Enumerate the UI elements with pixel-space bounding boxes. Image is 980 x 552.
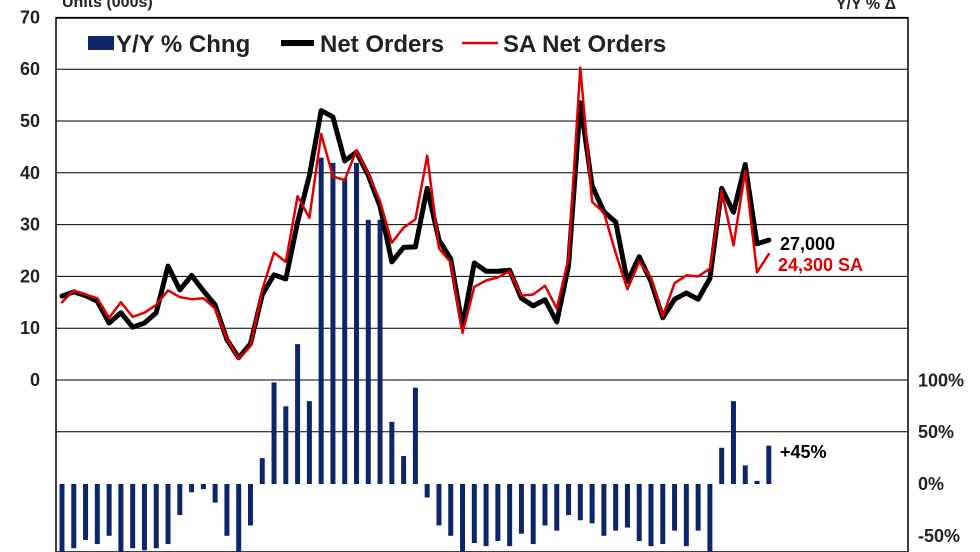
yoy-bar [577, 484, 583, 521]
y-left-tick-label: 40 [20, 163, 40, 183]
y-left-tick-label: 20 [20, 266, 40, 286]
yoy-bar [153, 484, 159, 549]
yoy-bar [306, 401, 312, 484]
yoy-bar [330, 162, 336, 484]
yoy-bar [283, 406, 289, 484]
yoy-bar [212, 484, 218, 503]
y-right-tick-label: 0% [918, 474, 944, 494]
y-left-tick-label: 70 [20, 7, 40, 27]
yoy-bar [495, 484, 501, 541]
yoy-bar [672, 484, 678, 531]
y-left-tick-label: 10 [20, 318, 40, 338]
yoy-bar [71, 484, 77, 549]
yoy-bar [730, 401, 736, 484]
yoy-bar [518, 484, 524, 534]
yoy-bar [754, 480, 760, 484]
sa-net-orders-last-label: 24,300 SA [778, 255, 863, 275]
yoy-bars [59, 157, 772, 552]
yoy-bar [59, 484, 65, 552]
yoy-bar [483, 484, 489, 547]
y-right-tick-label: 100% [918, 370, 964, 390]
yoy-bar [424, 484, 430, 498]
net-orders-last-label: 27,000 [780, 234, 835, 254]
yoy-bar [566, 484, 572, 516]
yoy-bar [389, 421, 395, 484]
yoy-bar [401, 456, 407, 484]
gridlines [55, 16, 909, 552]
yoy-bar [365, 219, 371, 484]
plot-frame [55, 17, 909, 552]
y-left-tick-label: 60 [20, 59, 40, 79]
y-right-title: Y/Y % Δ [836, 0, 896, 13]
yoy-bar [295, 344, 301, 484]
yoy-bar [613, 484, 619, 531]
yoy-bar [471, 484, 477, 544]
net-orders-line [59, 100, 772, 361]
yoy-bar [648, 484, 654, 547]
yoy-bar [719, 447, 725, 484]
legend-swatch-yoy [88, 36, 114, 50]
y-right-tick-label: -50% [918, 526, 960, 546]
yoy-bar [695, 484, 701, 531]
yoy-bar [412, 387, 418, 484]
yoy-bar [354, 162, 359, 484]
yoy-bar [200, 484, 206, 490]
yoy-bar [683, 484, 689, 547]
legend-label-net-orders: Net Orders [320, 31, 444, 58]
yoy-bar [236, 484, 242, 552]
yoy-bar [247, 484, 253, 526]
yoy-bar [224, 484, 230, 536]
yoy-bar [589, 484, 595, 524]
order-lines [59, 66, 772, 361]
yoy-bar [271, 382, 277, 484]
legend: Y/Y % Chng Net Orders SA Net Orders [88, 31, 666, 58]
yoy-bar [542, 484, 548, 526]
y-left-title: Units (000s) [62, 0, 153, 11]
y-left-tick-label: 0 [30, 370, 40, 390]
legend-label-sa-net-orders: SA Net Orders [503, 31, 666, 58]
yoy-bar [624, 484, 630, 528]
yoy-bar [141, 484, 147, 551]
yoy-bar [707, 484, 713, 552]
yoy-bar [448, 484, 454, 536]
yoy-bar [377, 219, 383, 484]
y-left-tick-label: 50 [20, 111, 40, 131]
yoy-bar [318, 157, 324, 484]
sa-net-orders-line [60, 66, 771, 361]
yoy-bar [460, 484, 466, 552]
yoy-bar [742, 465, 748, 484]
yoy-bar [106, 484, 112, 536]
yoy-bar [177, 484, 183, 516]
yoy-bar [94, 484, 100, 545]
yoy-bar [165, 484, 171, 545]
y-right-tick-label: 50% [918, 422, 954, 442]
yoy-bar [189, 484, 195, 493]
yoy-bar [436, 484, 442, 526]
yoy-bar [83, 484, 89, 540]
yoy-bar [636, 484, 642, 541]
yoy-bar [130, 484, 136, 549]
axis-ticks: 70 60 50 40 30 20 10 0 100% 50% 0% -50% [20, 7, 964, 545]
yoy-bar [530, 484, 536, 545]
yoy-last-label: +45% [780, 442, 827, 462]
yoy-bar [601, 484, 607, 536]
yoy-bar [507, 484, 513, 547]
yoy-bar [342, 178, 348, 484]
yoy-bar [259, 458, 265, 484]
y-left-tick-label: 30 [20, 215, 40, 235]
yoy-bar [554, 484, 560, 531]
yoy-bar [118, 484, 124, 552]
yoy-bar [766, 445, 772, 484]
yoy-bar [660, 484, 666, 545]
legend-label-yoy: Y/Y % Chng [116, 31, 250, 58]
